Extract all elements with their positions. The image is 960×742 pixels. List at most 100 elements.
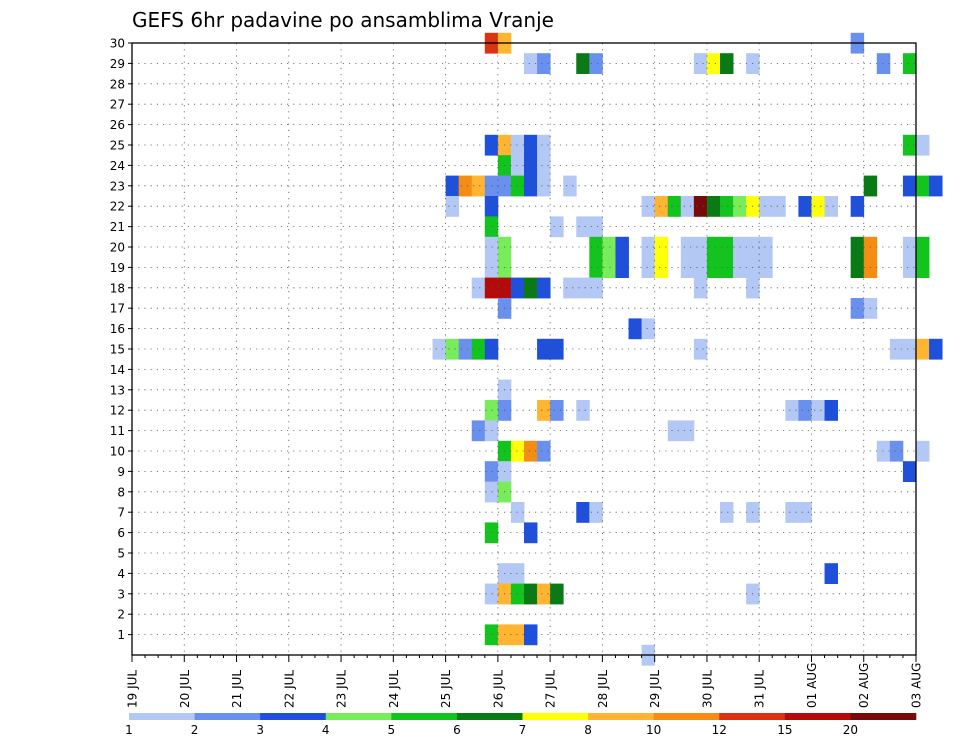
precip-cell	[693, 236, 708, 258]
precip-cell	[589, 236, 603, 258]
y-tick-label: 13	[110, 383, 125, 397]
precip-cell	[484, 522, 499, 544]
precip-cell	[458, 175, 473, 197]
precip-cell	[524, 175, 538, 197]
precip-cell	[902, 175, 917, 197]
precip-cell	[693, 338, 708, 360]
precip-cell	[458, 338, 473, 360]
precip-cell	[550, 216, 564, 238]
legend-label: 2	[191, 723, 199, 737]
precip-cell	[824, 196, 838, 217]
precipitation-cells	[432, 32, 943, 666]
y-tick-label: 9	[117, 465, 125, 479]
precip-cell	[445, 196, 460, 217]
precip-cell	[693, 53, 708, 74]
precip-cell	[693, 196, 708, 217]
y-tick-label: 29	[110, 57, 125, 71]
legend-swatch	[850, 713, 917, 720]
y-tick-label: 10	[110, 445, 125, 459]
precip-cell	[576, 277, 590, 299]
legend-swatch	[260, 713, 327, 720]
color-legend: 1 2 3 4 5 6 7 8 10 12 15 20	[125, 713, 917, 737]
precip-cell	[824, 400, 838, 421]
precip-cell	[484, 175, 499, 197]
precip-cell	[654, 236, 669, 258]
y-tick-label: 12	[110, 404, 125, 418]
grid-lines	[132, 42, 916, 655]
y-tick-label: 21	[110, 220, 125, 234]
legend-label: 12	[712, 723, 727, 737]
x-tick-label: 03 AUG	[910, 663, 924, 708]
y-tick-label: 14	[110, 363, 125, 377]
precip-cell	[693, 257, 708, 278]
precip-cell	[902, 134, 917, 156]
y-tick-label: 20	[110, 241, 125, 255]
legend-swatch	[129, 713, 195, 720]
precip-cell	[785, 400, 799, 421]
precip-cell	[916, 134, 930, 156]
legend-label: 7	[519, 723, 527, 737]
x-tick-label: 23 JUL	[335, 670, 349, 708]
y-tick-label: 30	[110, 37, 125, 51]
y-tick-label: 24	[110, 159, 125, 173]
y-tick-label: 27	[110, 98, 125, 112]
precip-cell	[589, 502, 603, 523]
y-tick-label: 3	[117, 587, 125, 601]
precip-cell	[706, 236, 721, 258]
precip-cell	[484, 277, 499, 299]
x-tick-label: 26 JUL	[491, 670, 505, 708]
y-tick-label: 11	[110, 424, 125, 438]
precip-cell	[510, 134, 525, 156]
x-tick-label: 20 JUL	[178, 670, 192, 708]
precip-cell	[654, 196, 669, 217]
precip-cell	[510, 277, 525, 299]
legend-label: 6	[453, 723, 461, 737]
precip-cell	[550, 338, 564, 360]
x-tick-label: 25 JUL	[439, 670, 453, 708]
legend-swatch	[653, 713, 720, 720]
precip-cell	[759, 257, 773, 278]
precip-cell	[680, 196, 695, 217]
precip-cell	[824, 563, 838, 584]
precip-cell	[929, 175, 943, 197]
precip-cell	[484, 257, 499, 278]
precip-cell	[706, 196, 721, 217]
precip-cell	[484, 420, 499, 442]
y-tick-label: 2	[117, 608, 125, 622]
precip-cell	[484, 583, 499, 605]
precip-cell	[537, 277, 551, 299]
x-tick-label: 30 JUL	[700, 670, 714, 708]
precip-cell	[798, 400, 812, 421]
precip-cell	[576, 216, 590, 238]
y-tick-label: 17	[110, 302, 125, 316]
x-tick-label: 02 AUG	[857, 663, 871, 708]
precip-cell	[471, 420, 486, 442]
precip-cell	[524, 522, 538, 544]
precip-cell	[876, 53, 891, 74]
x-tick-label: 24 JUL	[387, 670, 401, 708]
x-tick-label: 27 JUL	[544, 670, 558, 708]
precip-cell	[589, 257, 603, 278]
x-tick-label: 01 AUG	[805, 663, 819, 708]
precip-cell	[537, 400, 551, 421]
y-axis: 1234567891011121314151617181920212223242…	[110, 37, 132, 642]
legend-swatch	[719, 713, 786, 720]
precip-cell	[471, 175, 486, 197]
legend-label: 1	[125, 723, 133, 737]
precip-cell	[484, 134, 499, 156]
precip-cell	[524, 277, 538, 299]
precip-cell	[680, 420, 695, 442]
precip-cell	[576, 502, 590, 523]
precip-cell	[811, 196, 825, 217]
precip-cell	[537, 338, 551, 360]
legend-swatch	[391, 713, 458, 720]
chart-title: GEFS 6hr padavine po ansamblima Vranje	[132, 8, 554, 32]
precip-cell	[432, 338, 446, 360]
precip-cell	[524, 53, 538, 74]
legend-label: 15	[777, 723, 792, 737]
precip-cell	[484, 400, 499, 421]
legend-label: 4	[322, 723, 330, 737]
precip-cell	[484, 196, 499, 217]
precip-cell	[589, 216, 603, 238]
precip-cell	[902, 53, 917, 74]
